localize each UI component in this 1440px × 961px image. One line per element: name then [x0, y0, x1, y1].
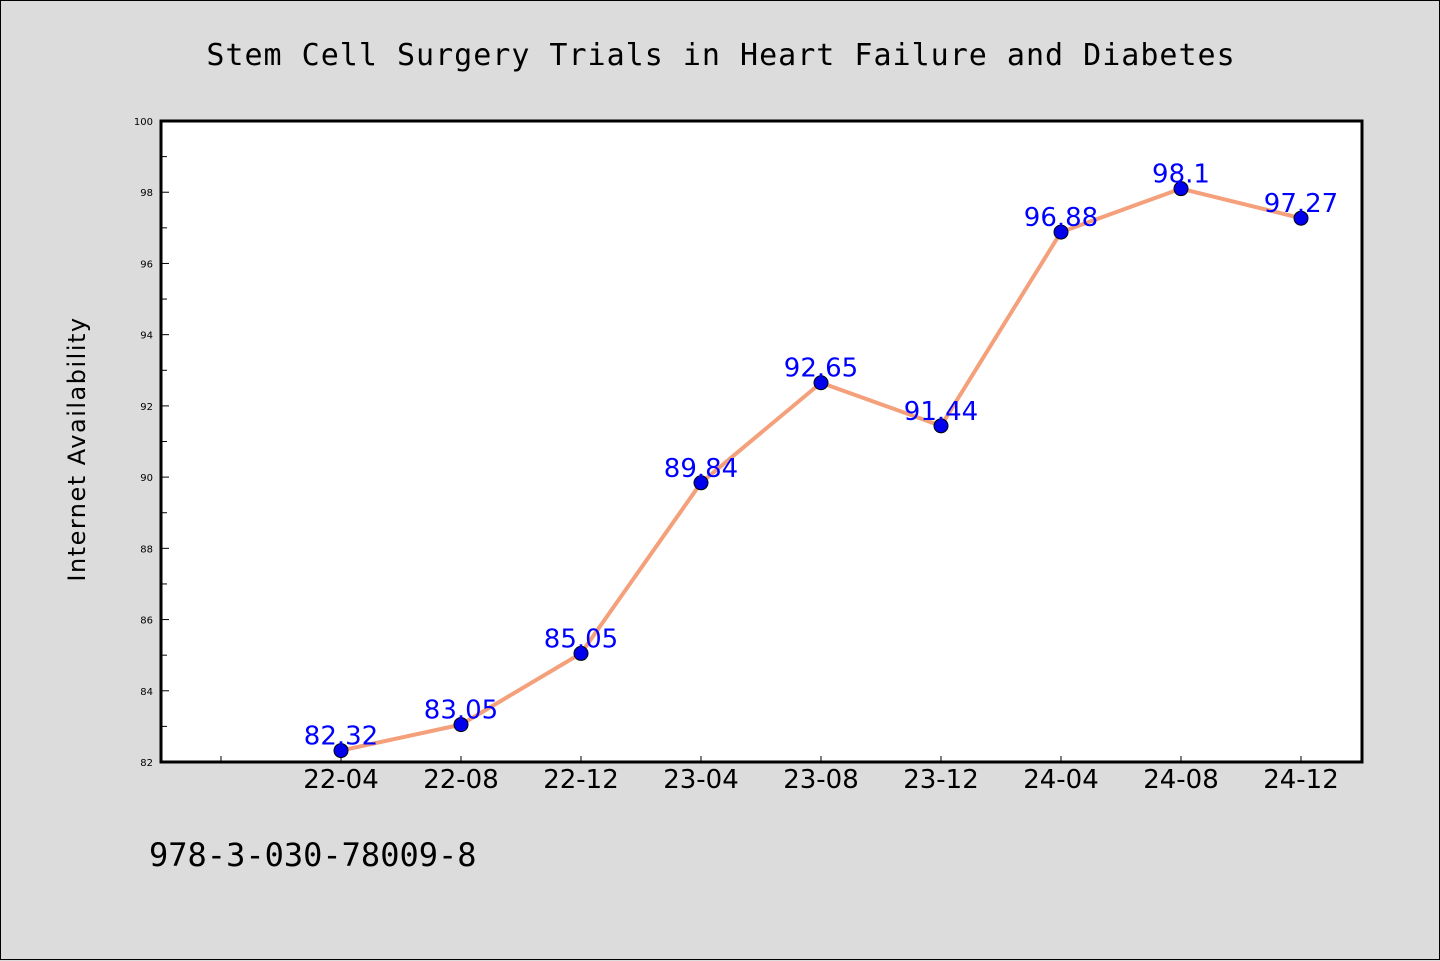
x-tick-label: 23-08: [783, 765, 859, 795]
y-tick-label: 92: [140, 402, 153, 413]
data-label: 98.1: [1152, 160, 1210, 190]
x-tick-label: 22-12: [543, 765, 619, 795]
data-point-marker: [813, 375, 829, 391]
data-label: 97.27: [1264, 189, 1338, 219]
data-label: 92.65: [784, 354, 858, 384]
y-axis-label: Internet Availability: [63, 316, 91, 581]
x-tick-label: 23-12: [903, 765, 979, 795]
y-tick-label: 100: [134, 117, 153, 128]
data-point-marker: [933, 418, 949, 434]
data-point-marker: [1293, 210, 1309, 226]
data-point-marker: [573, 645, 589, 661]
data-label: 85.05: [544, 624, 618, 654]
data-label: 96.88: [1024, 203, 1098, 233]
x-tick-label: 23-04: [663, 765, 739, 795]
data-point-marker: [693, 475, 709, 491]
x-tick-label: 24-04: [1023, 765, 1099, 795]
y-tick-label: 84: [140, 687, 153, 698]
chart-title: Stem Cell Surgery Trials in Heart Failur…: [206, 38, 1235, 73]
y-tick-label: 90: [140, 473, 153, 484]
y-tick-label: 94: [140, 331, 153, 342]
x-tick-label: 24-12: [1263, 765, 1339, 795]
x-axis: 22-04 22-08 22-12 23-04 23-08 23-12 24-04 24-08…: [220, 756, 1339, 795]
data-label: 83.05: [424, 696, 498, 726]
data-point-marker: [1053, 224, 1069, 240]
data-label: 89.84: [664, 454, 738, 484]
isbn-caption: 978-3-030-78009-8: [149, 836, 477, 874]
y-axis: 82 84 86 88 90 92 94 96 98 100: [134, 117, 169, 769]
series-line-group: 82.32 83.05 85.05 89.84 92.65 91.44 96.88 98.1 9…: [304, 160, 1338, 759]
data-point-marker: [1173, 181, 1189, 197]
x-tick-label: 22-08: [423, 765, 499, 795]
y-tick-label: 98: [140, 188, 153, 199]
data-point-marker: [333, 743, 349, 759]
y-tick-label: 86: [140, 616, 153, 627]
data-point-marker: [453, 717, 469, 733]
data-label: 82.32: [304, 722, 378, 752]
y-tick-label: 88: [140, 544, 153, 555]
x-tick-label: 24-08: [1143, 765, 1219, 795]
data-label: 91.44: [904, 397, 978, 427]
y-tick-label: 82: [140, 758, 153, 769]
plot-area: [159, 119, 1364, 764]
x-tick-label: 22-04: [303, 765, 379, 795]
y-tick-label: 96: [140, 259, 153, 270]
